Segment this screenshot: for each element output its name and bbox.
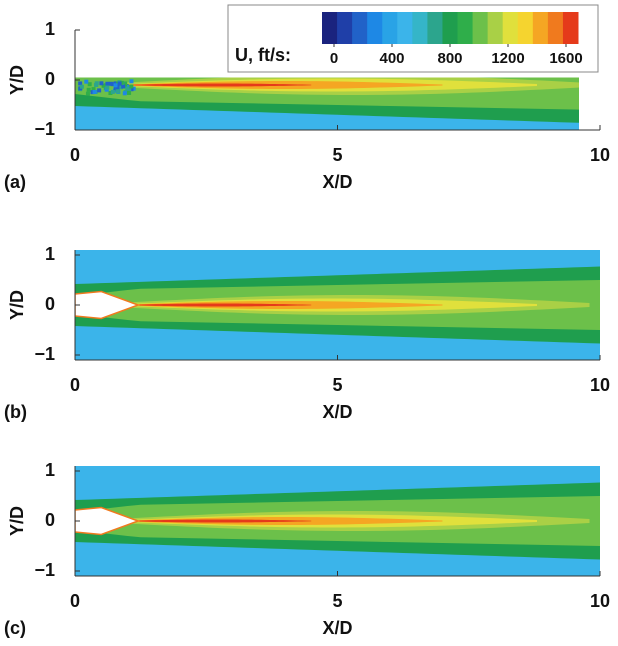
y-tick-label: 1 (45, 244, 55, 264)
colorbar-cell (548, 12, 564, 44)
noise-cell (105, 82, 109, 86)
x-axis-label: X/D (322, 402, 352, 422)
colorbar-cell (458, 12, 474, 44)
colorbar-tick-label: 0 (330, 50, 338, 67)
y-tick-label: 0 (45, 294, 55, 314)
panel-label: (b) (4, 402, 27, 422)
y-tick-label: 0 (45, 69, 55, 89)
noise-cell (116, 89, 120, 93)
noise-cell (87, 88, 91, 92)
noise-cell (105, 86, 109, 90)
noise-cell (97, 88, 101, 92)
colorbar-cell (442, 12, 458, 44)
colorbar-cell (337, 12, 353, 44)
colorbar-tick-label: 800 (437, 50, 462, 67)
noise-cell (93, 90, 97, 94)
x-tick-label: 0 (70, 591, 80, 611)
y-tick-label: 0 (45, 510, 55, 530)
panel-label: (a) (4, 172, 26, 192)
colorbar-cell (382, 12, 398, 44)
colorbar-cell (518, 12, 534, 44)
y-tick-label: 1 (45, 460, 55, 480)
x-tick-label: 5 (332, 375, 342, 395)
noise-cell (111, 90, 115, 94)
noise-cell (129, 84, 133, 88)
contour-field (75, 466, 600, 576)
colorbar-cell (412, 12, 428, 44)
x-axis-label: X/D (322, 618, 352, 638)
noise-cell (99, 81, 103, 85)
noise-cell (125, 86, 129, 90)
colorbar-cell (488, 12, 504, 44)
y-axis-label: Y/D (7, 506, 27, 536)
colorbar-tick-label: 400 (379, 50, 404, 67)
y-tick-label: −1 (34, 560, 55, 580)
x-tick-label: 5 (332, 145, 342, 165)
noise-cell (80, 85, 84, 89)
x-tick-label: 10 (590, 375, 610, 395)
x-tick-label: 0 (70, 375, 80, 395)
noise-cell (84, 80, 88, 84)
noise-cell (129, 79, 133, 83)
contour-field (75, 250, 600, 360)
colorbar-cell (503, 12, 519, 44)
noise-cell (113, 83, 117, 87)
colorbar-cell (352, 12, 368, 44)
x-axis-label: X/D (322, 172, 352, 192)
noise-cell (86, 92, 90, 96)
noise-cell (121, 84, 125, 88)
y-tick-label: 1 (45, 19, 55, 39)
noise-cell (118, 82, 122, 86)
colorbar-cell (563, 12, 579, 44)
colorbar-cell (427, 12, 443, 44)
x-tick-label: 5 (332, 591, 342, 611)
colorbar-tick-label: 1600 (549, 50, 582, 67)
noise-cell (95, 81, 99, 85)
colorbar-cell (322, 12, 338, 44)
colorbar-tick-label: 1200 (491, 50, 524, 67)
x-tick-label: 0 (70, 145, 80, 165)
y-tick-label: −1 (34, 119, 55, 139)
colorbar-cell (367, 12, 383, 44)
panel-label: (c) (4, 618, 26, 638)
y-tick-label: −1 (34, 344, 55, 364)
noise-cell (123, 91, 127, 95)
y-axis-label: Y/D (7, 65, 27, 95)
noise-cell (127, 91, 131, 95)
colorbar-cell (533, 12, 549, 44)
y-axis-label: Y/D (7, 290, 27, 320)
x-tick-label: 10 (590, 591, 610, 611)
x-tick-label: 10 (590, 145, 610, 165)
colorbar-cell (473, 12, 489, 44)
noise-cell (88, 82, 92, 86)
colorbar-label: U, ft/s: (235, 45, 291, 65)
colorbar-cell (397, 12, 413, 44)
